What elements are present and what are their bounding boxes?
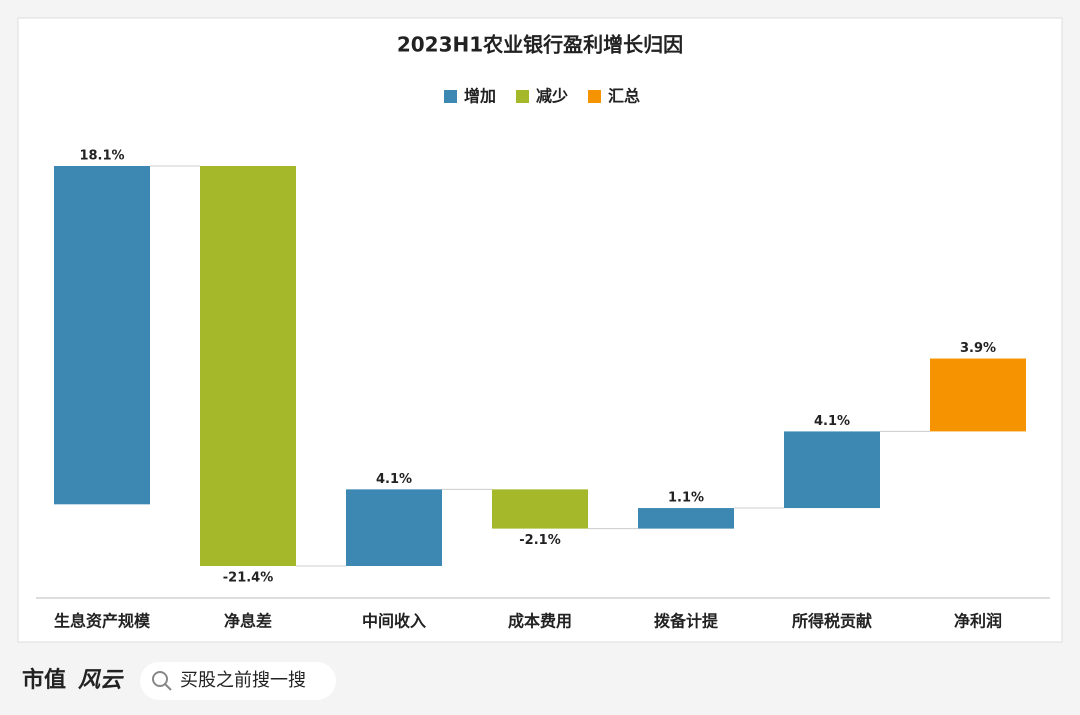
legend-label: 增加 <box>464 87 496 106</box>
x-tick-label: 净息差 <box>224 612 272 631</box>
data-label: 3.9% <box>960 341 996 356</box>
data-label: 1.1% <box>668 491 704 506</box>
legend-swatch <box>588 90 601 103</box>
bar <box>492 489 588 529</box>
bar <box>784 431 880 509</box>
chart-card <box>17 17 1063 643</box>
x-tick-label: 所得税贡献 <box>792 612 872 631</box>
bar <box>54 166 150 505</box>
x-tick-label: 成本费用 <box>508 612 572 631</box>
search-placeholder[interactable]: 买股之前搜一搜 <box>180 670 306 691</box>
data-label: -21.4% <box>223 571 274 586</box>
x-tick-label: 生息资产规模 <box>54 612 151 631</box>
legend-swatch <box>444 90 457 103</box>
data-label: 4.1% <box>814 414 850 429</box>
bar <box>346 489 442 566</box>
legend-swatch <box>516 90 529 103</box>
legend-label: 减少 <box>536 87 568 106</box>
data-label: 4.1% <box>376 472 412 487</box>
x-tick-label: 拨备计提 <box>654 612 719 631</box>
bar <box>930 358 1026 432</box>
search-box[interactable] <box>140 662 336 700</box>
legend-label: 汇总 <box>608 87 640 106</box>
x-tick-label: 中间收入 <box>362 612 426 631</box>
x-tick-label: 净利润 <box>954 612 1002 631</box>
search-icon <box>152 671 168 687</box>
data-label: -2.1% <box>519 533 560 548</box>
brand-logo: 风云 <box>78 668 124 693</box>
chart-title: 2023H1农业银行盈利增长归因 <box>397 33 683 57</box>
search-icon <box>164 683 172 691</box>
bar <box>638 508 734 529</box>
bar <box>200 166 296 566</box>
data-label: 18.1% <box>79 149 124 164</box>
brand: 市值 <box>22 667 66 693</box>
